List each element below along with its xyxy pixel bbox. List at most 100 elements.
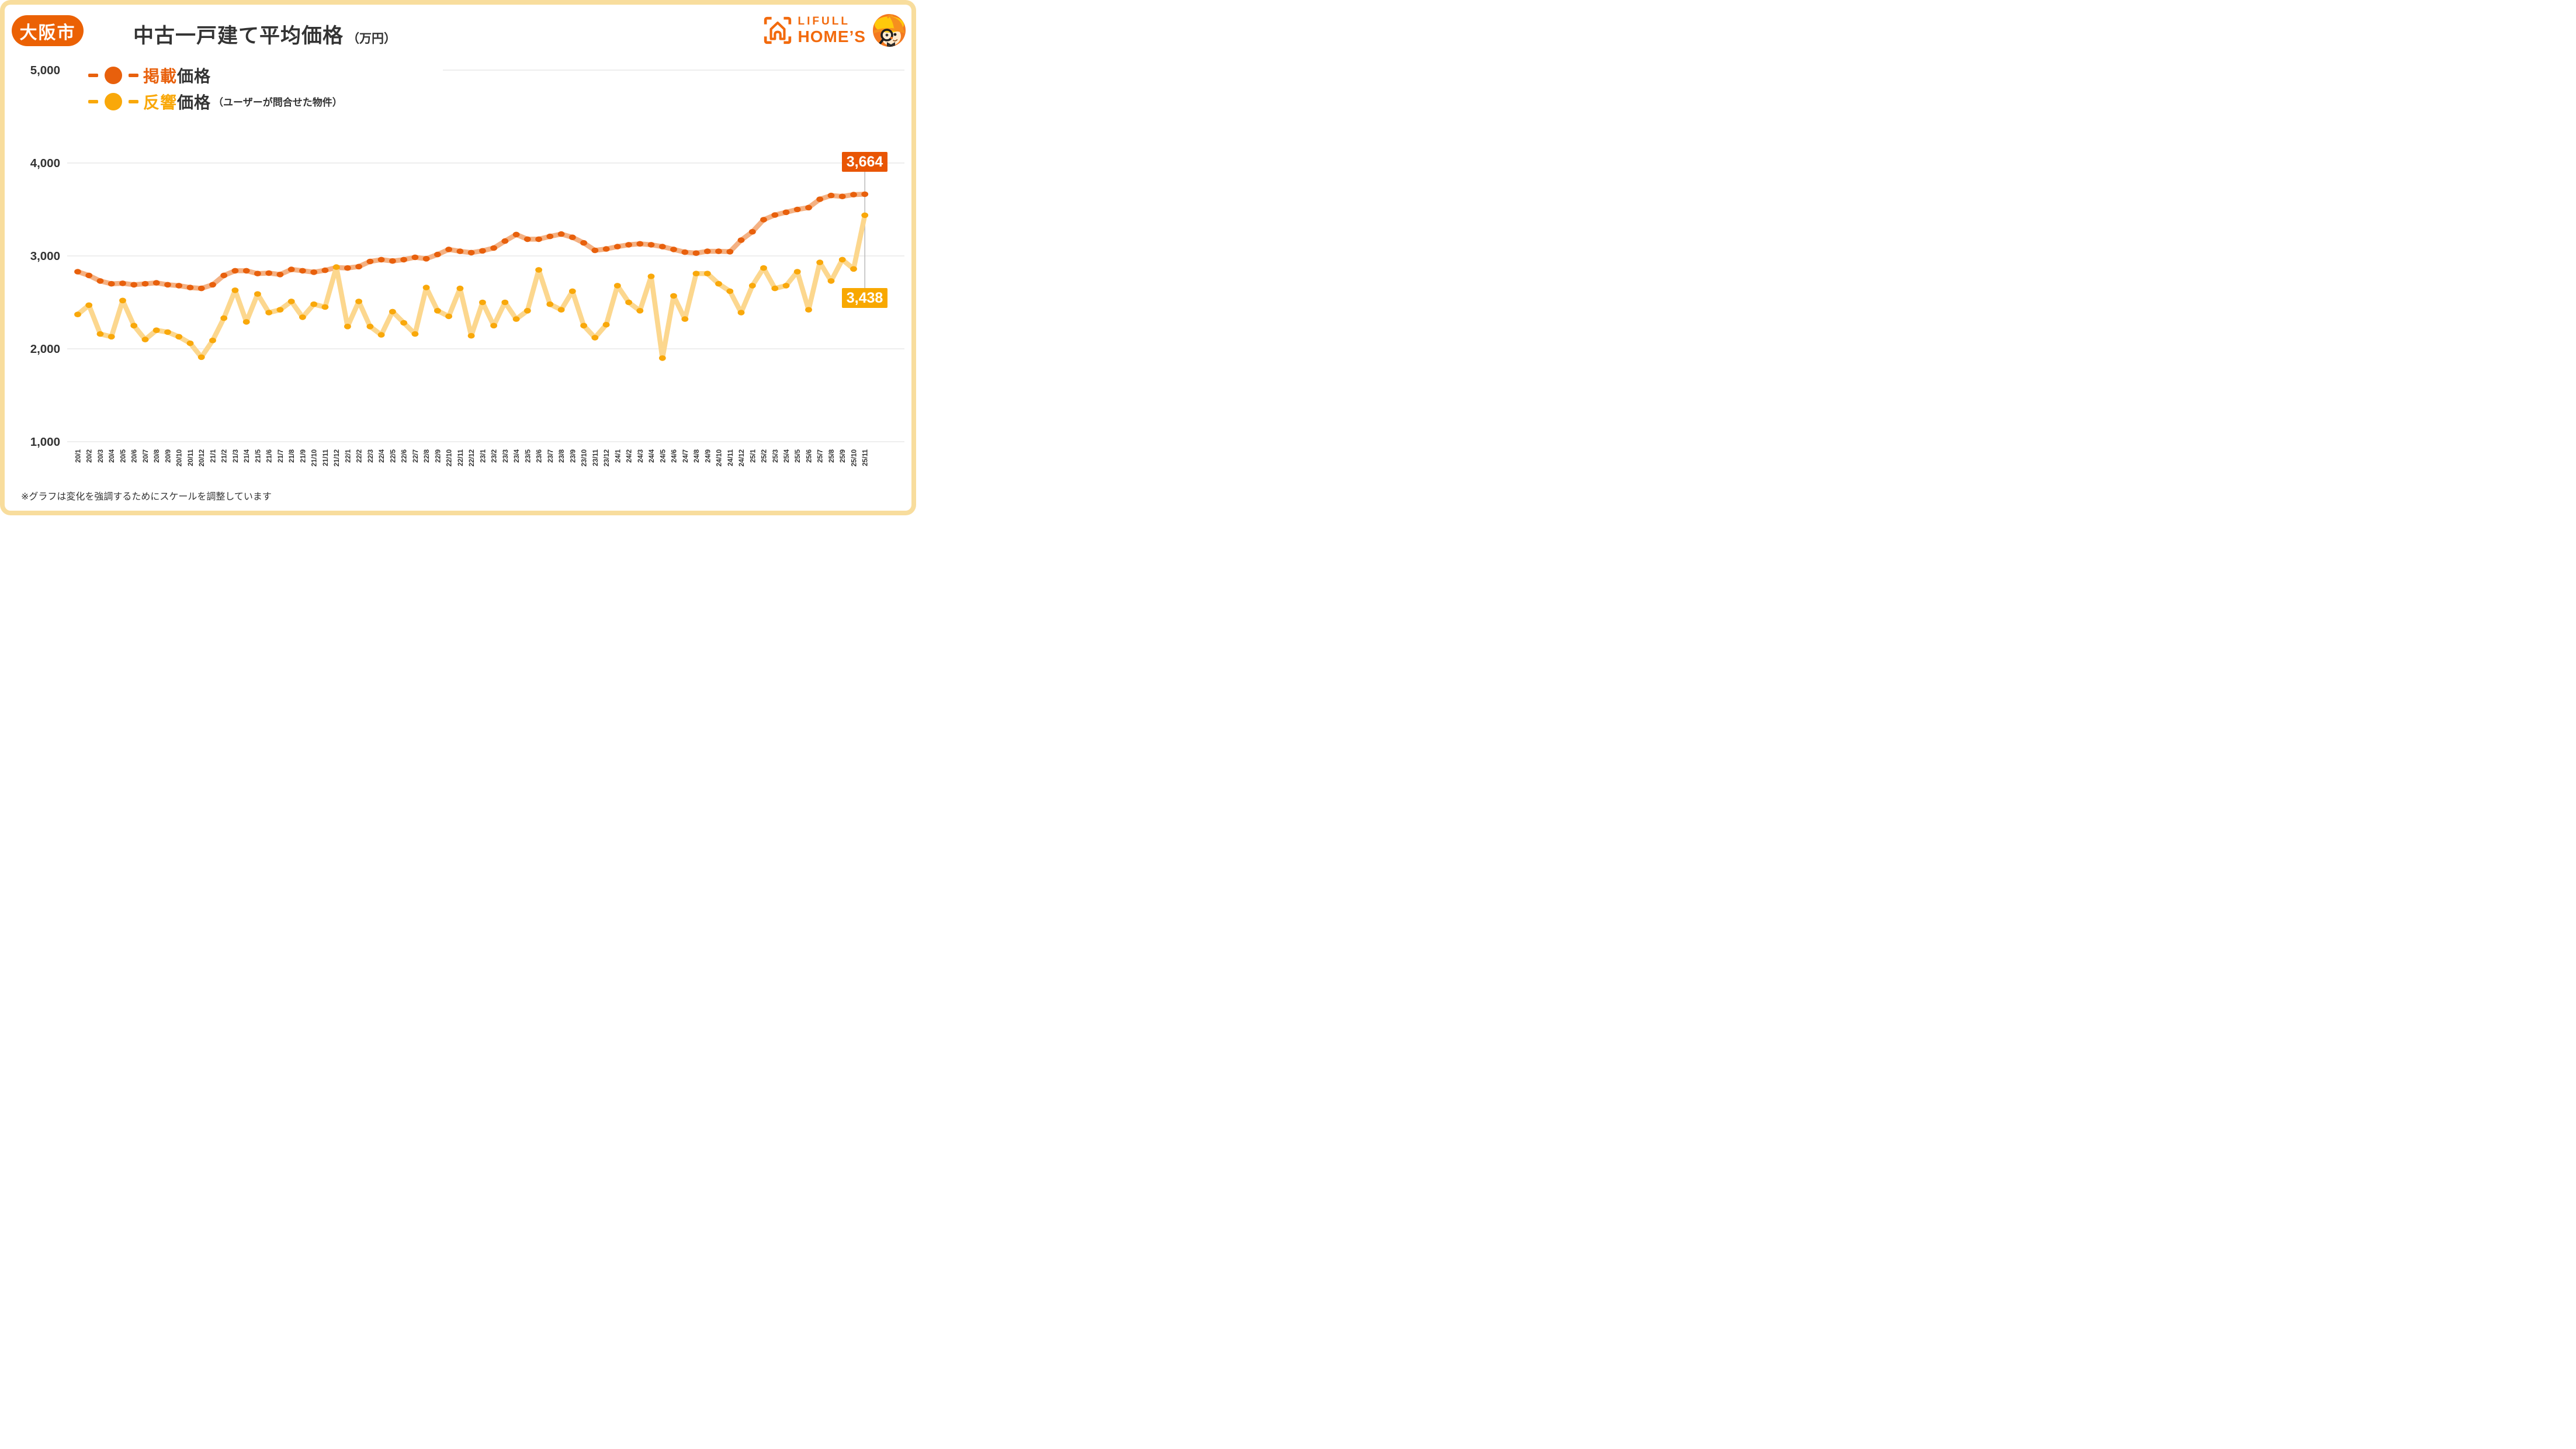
point-listed-23-7 [546,233,554,240]
point-listed-23-5 [523,236,531,242]
point-listed-20-1 [74,269,81,275]
x-tick-20-4: 20/4 [108,449,116,463]
x-tick-23-6: 23/6 [535,449,543,463]
point-response-21-7 [276,307,284,313]
mascot-icon [873,14,906,47]
x-tick-20-2: 20/2 [85,449,93,463]
x-tick-25-7: 25/7 [816,449,824,463]
x-tick-24-5: 24/5 [658,449,667,463]
x-tick-24-10: 24/10 [715,449,723,467]
x-tick-25-9: 25/9 [838,449,847,463]
point-response-25-7 [816,259,824,265]
x-tick-22-8: 22/8 [422,449,431,463]
legend-marker-response-icon [88,92,138,110]
point-listed-24-8 [692,250,700,256]
point-listed-20-7 [141,280,149,287]
point-response-24-1 [613,283,621,289]
legend-label-listed: 掲載価格 [143,67,212,85]
house-brackets-icon [764,16,791,44]
x-tick-20-5: 20/5 [119,449,127,463]
scale-footnote: ※グラフは変化を強調するためにスケールを調整しています [21,492,272,502]
x-tick-23-5: 23/5 [523,449,532,463]
point-response-21-12 [332,264,340,270]
point-listed-20-11 [186,285,194,290]
point-listed-21-2 [220,272,228,279]
point-response-20-8 [152,327,160,333]
x-tick-22-2: 22/2 [355,449,363,463]
point-response-20-6 [130,323,138,329]
point-response-21-1 [209,337,216,344]
logo-line1: LIFULL [798,15,850,27]
point-response-20-4 [108,334,115,340]
x-tick-23-3: 23/3 [501,449,509,463]
point-listed-22-1 [344,265,351,271]
point-listed-25-5 [793,206,801,213]
x-tick-25-6: 25/6 [805,449,813,463]
x-tick-25-3: 25/3 [771,449,779,463]
x-tick-24-8: 24/8 [692,449,701,463]
point-listed-21-11 [321,267,329,273]
point-listed-25-6 [805,204,812,211]
point-listed-22-10 [445,247,452,252]
point-listed-24-5 [658,244,666,249]
x-tick-21-11: 21/11 [321,449,330,466]
point-response-20-3 [96,331,104,337]
x-tick-22-4: 22/4 [377,449,386,463]
x-tick-24-1: 24/1 [613,449,622,463]
x-tick-21-12: 21/12 [332,449,341,467]
point-listed-25-3 [771,212,779,218]
logo-line2: HOME’S [798,27,866,46]
point-listed-23-9 [568,234,576,241]
point-listed-22-5 [389,258,396,264]
point-response-25-4 [782,283,790,289]
legend-item-response: 反響価格 （ユーザーが問合せた物件） [88,88,342,115]
point-listed-22-4 [377,256,385,263]
point-listed-21-1 [209,282,216,288]
point-listed-21-4 [242,268,250,274]
point-listed-23-2 [490,245,497,251]
point-response-24-9 [703,271,711,277]
point-listed-25-4 [782,209,790,216]
y-tick-3000: 3,000 [30,249,60,263]
point-listed-24-4 [647,242,655,248]
point-listed-20-2 [85,272,93,279]
point-response-24-5 [658,355,666,361]
chart-legend: 掲載価格 反響価格 （ユーザーが問合せた物件） [88,62,342,115]
point-listed-20-5 [119,280,126,286]
x-tick-24-3: 24/3 [636,449,644,463]
point-listed-22-9 [434,251,441,258]
point-listed-21-3 [231,268,239,274]
point-listed-22-2 [355,264,362,270]
point-listed-23-6 [535,236,542,242]
legend-marker-listed-icon [88,66,138,84]
x-tick-22-11: 22/11 [456,449,464,466]
x-tick-20-11: 20/11 [186,449,195,466]
point-listed-20-6 [130,282,138,288]
point-listed-22-11 [456,248,464,254]
point-listed-24-11 [726,249,734,255]
point-listed-24-9 [703,248,711,254]
x-tick-24-11: 24/11 [726,449,734,466]
point-listed-23-10 [580,240,587,246]
point-response-24-10 [715,280,722,287]
point-response-22-8 [422,285,430,290]
point-response-20-12 [197,354,205,360]
point-response-22-11 [456,285,464,292]
point-response-23-9 [568,288,576,294]
point-response-23-3 [501,299,509,306]
x-tick-24-4: 24/4 [647,449,656,463]
x-tick-22-9: 22/9 [434,449,442,463]
point-listed-23-3 [501,238,509,244]
x-tick-20-8: 20/8 [152,449,161,463]
x-tick-21-10: 21/10 [310,449,318,467]
x-tick-24-9: 24/9 [703,449,712,463]
x-tick-22-3: 22/3 [366,449,375,463]
x-tick-21-3: 21/3 [231,449,240,463]
point-response-23-11 [591,335,599,341]
point-response-22-2 [355,299,362,304]
point-response-24-2 [625,299,632,306]
x-tick-25-4: 25/4 [782,449,791,463]
point-listed-23-1 [479,248,486,254]
point-response-21-8 [287,299,295,304]
point-response-22-9 [434,308,441,314]
